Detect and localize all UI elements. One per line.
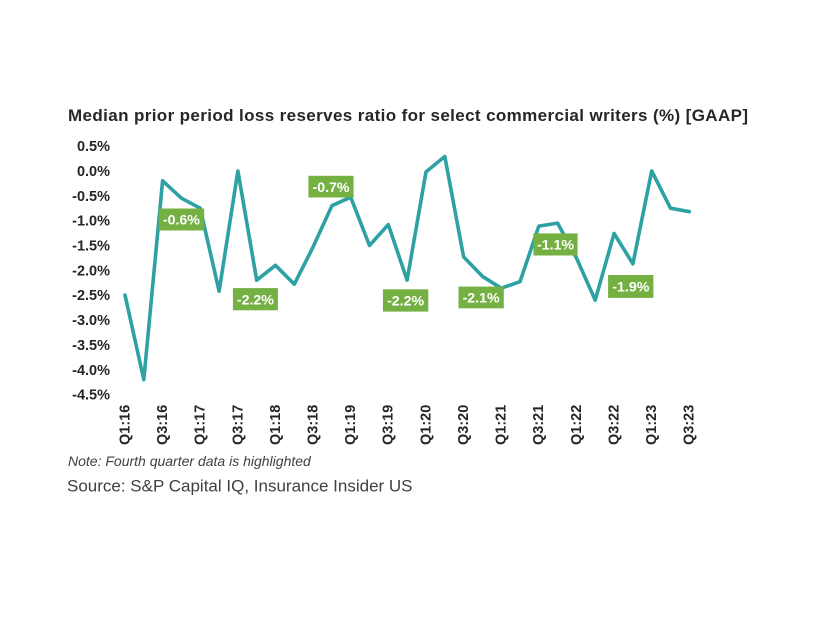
- svg-text:Q3:22: Q3:22: [607, 405, 623, 445]
- svg-text:Source: S&P Capital IQ, Insura: Source: S&P Capital IQ, Insurance Inside…: [67, 477, 413, 496]
- svg-text:-2.2%: -2.2%: [237, 292, 274, 308]
- svg-text:Q3:17: Q3:17: [230, 405, 246, 445]
- svg-text:-1.9%: -1.9%: [612, 280, 649, 296]
- svg-text:-4.0%: -4.0%: [72, 363, 110, 379]
- svg-text:-1.0%: -1.0%: [72, 214, 110, 230]
- svg-text:Q3:18: Q3:18: [306, 405, 322, 445]
- svg-text:-1.5%: -1.5%: [72, 239, 110, 255]
- svg-text:-2.0%: -2.0%: [72, 263, 110, 279]
- svg-text:Q3:20: Q3:20: [456, 405, 472, 445]
- svg-text:-3.0%: -3.0%: [72, 313, 110, 329]
- svg-text:Q3:19: Q3:19: [381, 405, 397, 445]
- svg-text:Q1:17: Q1:17: [193, 405, 209, 445]
- svg-text:-1.1%: -1.1%: [537, 238, 574, 254]
- svg-text:Q1:16: Q1:16: [117, 405, 133, 445]
- svg-text:Q1:22: Q1:22: [569, 405, 585, 445]
- svg-text:-0.6%: -0.6%: [163, 213, 200, 229]
- svg-text:Note: Fourth quarter data is h: Note: Fourth quarter data is highlighted: [68, 453, 312, 469]
- svg-text:Q1:20: Q1:20: [418, 405, 434, 445]
- svg-text:Q3:16: Q3:16: [155, 405, 171, 445]
- svg-text:-4.5%: -4.5%: [72, 388, 110, 404]
- svg-text:-0.7%: -0.7%: [312, 180, 349, 196]
- svg-text:Q1:21: Q1:21: [494, 405, 510, 445]
- svg-text:Q1:19: Q1:19: [343, 405, 359, 445]
- svg-text:Q3:21: Q3:21: [531, 405, 547, 445]
- svg-text:-2.5%: -2.5%: [72, 288, 110, 304]
- svg-text:Median prior period loss reser: Median prior period loss reserves ratio …: [68, 106, 748, 125]
- svg-text:-3.5%: -3.5%: [72, 338, 110, 354]
- svg-text:Q3:23: Q3:23: [682, 405, 698, 445]
- svg-text:-2.2%: -2.2%: [387, 294, 424, 310]
- svg-text:0.5%: 0.5%: [77, 139, 110, 155]
- svg-text:-2.1%: -2.1%: [463, 291, 500, 307]
- svg-text:Q1:23: Q1:23: [644, 405, 660, 445]
- svg-text:Q1:18: Q1:18: [268, 405, 284, 445]
- svg-text:0.0%: 0.0%: [77, 164, 110, 180]
- svg-text:-0.5%: -0.5%: [72, 189, 110, 205]
